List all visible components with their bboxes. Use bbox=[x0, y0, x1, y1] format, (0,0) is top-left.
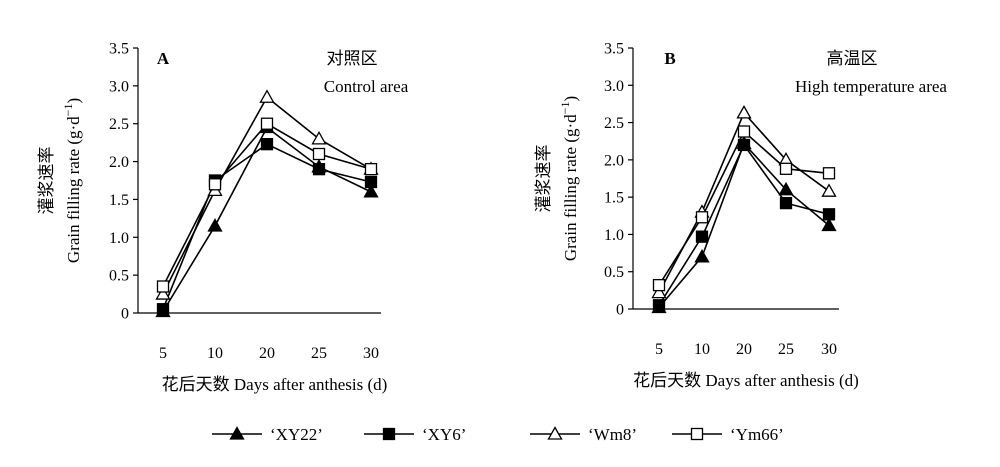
panel-label: A bbox=[157, 49, 170, 68]
series-line bbox=[658, 141, 830, 309]
data-point bbox=[694, 248, 710, 263]
series-filled-triangle bbox=[658, 141, 830, 309]
y-tick-label: 3.0 bbox=[604, 78, 624, 95]
x-tick-label: 5 bbox=[159, 345, 167, 362]
panel-b: 0 0.5 1.0 1.5 2.0 2.5 3.0 3.5 5 10 20 25 30 花后天数 Days… bbox=[534, 41, 947, 391]
data-point bbox=[156, 280, 170, 293]
y-tick-label: 0 bbox=[121, 306, 129, 323]
data-point bbox=[364, 162, 378, 176]
x-tick-label: 25 bbox=[311, 345, 327, 362]
series-line bbox=[162, 126, 372, 312]
data-point bbox=[652, 278, 666, 292]
data-point bbox=[155, 286, 171, 300]
data-point bbox=[312, 147, 326, 161]
y-axis-label-zh: 灌浆速率 bbox=[534, 145, 553, 213]
y-axis-label-en: Grain filling rate (g·d−1) bbox=[558, 96, 580, 261]
x-axis-label: 花后天数 Days after anthesis (d) bbox=[162, 375, 388, 394]
legend-item: ‘XY22’ bbox=[212, 425, 323, 444]
legend-label: ‘XY6’ bbox=[422, 425, 466, 444]
y-tick-label: 3.5 bbox=[604, 41, 624, 58]
data-point bbox=[259, 89, 275, 103]
series-markers-open-square bbox=[652, 125, 836, 292]
y-tick-label: 1.5 bbox=[109, 192, 129, 209]
y-tick-label: 2.5 bbox=[604, 115, 624, 132]
data-point bbox=[736, 105, 752, 119]
legend-marker bbox=[382, 427, 396, 441]
legend-marker bbox=[690, 427, 704, 441]
data-point bbox=[737, 138, 751, 152]
y-tick-label: 1.0 bbox=[109, 230, 129, 247]
legend-marker bbox=[547, 426, 563, 440]
data-point bbox=[695, 211, 709, 224]
series-markers-filled-square bbox=[652, 138, 836, 312]
series-markers-open-square bbox=[156, 117, 378, 293]
series-markers-filled-triangle bbox=[651, 135, 837, 314]
x-tick-label: 10 bbox=[694, 341, 710, 358]
legend-item: ‘Wm8’ bbox=[530, 425, 637, 444]
y-tick-label: 0.5 bbox=[604, 264, 624, 281]
data-point bbox=[779, 196, 793, 210]
data-point bbox=[651, 284, 667, 299]
x-tick-label: 30 bbox=[363, 345, 379, 362]
data-point bbox=[363, 184, 379, 198]
data-point bbox=[821, 183, 837, 197]
y-tick-label: 1.0 bbox=[604, 227, 624, 244]
data-point bbox=[260, 117, 274, 130]
x-tick-label: 10 bbox=[207, 345, 223, 362]
legend-item: ‘Ym66’ bbox=[672, 425, 784, 444]
data-point bbox=[779, 162, 793, 175]
y-axis-label-en: Grain filling rate (g·d−1) bbox=[61, 98, 83, 263]
y-tick-label: 2.0 bbox=[604, 152, 624, 169]
series-filled-square bbox=[658, 143, 830, 306]
data-point bbox=[737, 125, 751, 138]
legend-label: ‘Ym66’ bbox=[730, 425, 784, 444]
series-markers-filled-square bbox=[156, 138, 378, 316]
x-tick-label: 25 bbox=[778, 341, 794, 358]
panel-title-en: High temperature area bbox=[795, 77, 947, 96]
data-point bbox=[208, 178, 222, 191]
data-point bbox=[821, 217, 837, 232]
series-filled-triangle bbox=[162, 126, 372, 312]
panel-title-zh: 高温区 bbox=[827, 49, 878, 68]
panel-label: B bbox=[664, 49, 675, 68]
data-point bbox=[695, 230, 709, 243]
y-tick-label: 2.0 bbox=[109, 154, 129, 171]
legend-marker bbox=[229, 426, 245, 440]
panel-title-zh: 对照区 bbox=[327, 49, 378, 68]
legend-label: ‘XY22’ bbox=[270, 425, 323, 444]
x-tick-label: 20 bbox=[736, 341, 752, 358]
x-axis-label: 花后天数 Days after anthesis (d) bbox=[633, 371, 859, 390]
x-tick-label: 5 bbox=[655, 341, 663, 358]
y-tick-label: 1.5 bbox=[604, 190, 624, 207]
legend: ‘XY22’ ‘XY6’ ‘Wm8’ ‘Ym66’ bbox=[212, 425, 784, 444]
data-point bbox=[311, 131, 327, 145]
y-tick-label: 3.5 bbox=[109, 41, 129, 58]
data-point bbox=[652, 299, 666, 312]
y-axis-label-zh: 灌浆速率 bbox=[37, 147, 56, 215]
legend-item: ‘XY6’ bbox=[364, 425, 466, 444]
data-point bbox=[260, 138, 274, 151]
data-point bbox=[312, 162, 326, 176]
data-point bbox=[822, 167, 836, 180]
y-tick-label: 0.5 bbox=[109, 268, 129, 285]
data-point bbox=[364, 175, 378, 189]
series-line bbox=[658, 143, 830, 306]
data-point bbox=[822, 208, 836, 221]
y-tick-label: 2.5 bbox=[109, 116, 129, 133]
data-point bbox=[778, 181, 794, 196]
y-tick-label: 0 bbox=[616, 302, 624, 319]
data-point bbox=[207, 218, 223, 232]
data-point bbox=[156, 303, 170, 316]
x-tick-label: 20 bbox=[259, 345, 275, 362]
panel-a: 0 0.5 1.0 1.5 2.0 2.5 3.0 3.5 5 10 20 25 30 花后天数 Days… bbox=[37, 41, 409, 395]
y-tick-label: 3.0 bbox=[109, 78, 129, 95]
x-tick-label: 30 bbox=[821, 341, 837, 358]
series-markers-filled-triangle bbox=[155, 119, 379, 318]
panel-title-en: Control area bbox=[324, 77, 409, 96]
legend-label: ‘Wm8’ bbox=[588, 425, 637, 444]
